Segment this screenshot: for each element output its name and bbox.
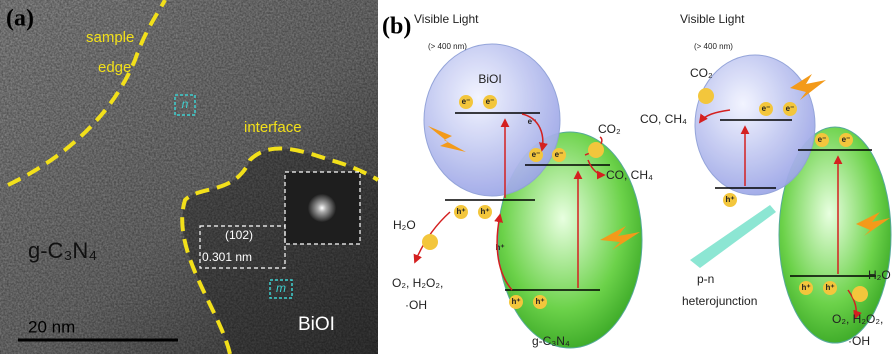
junction-arrow — [690, 205, 776, 268]
fft-spot — [308, 194, 336, 222]
smiley — [588, 142, 604, 158]
product: O₂, H₂O₂, — [392, 276, 443, 290]
reactant: CO₂ — [690, 66, 713, 80]
hole: h⁺ — [801, 283, 810, 292]
light-label: Visible Light — [680, 12, 745, 26]
smiley — [422, 234, 438, 250]
annotation: interface — [244, 119, 302, 136]
smiley — [698, 88, 714, 104]
junction-label: p-n — [697, 272, 714, 286]
hole: h⁺ — [511, 297, 520, 306]
product: CO, CH₄ — [606, 168, 653, 182]
panel-label: (a) — [6, 6, 34, 32]
product: CO, CH₄ — [640, 112, 687, 126]
product: ·OH — [848, 334, 870, 348]
annotation: sample — [86, 29, 134, 46]
hole: h⁺ — [825, 283, 834, 292]
scale-label: 20 nm — [28, 317, 75, 336]
wavelength-label: (> 400 nm) — [428, 42, 467, 51]
electron: e⁻ — [842, 135, 851, 144]
material-label: g-C₃N₄ — [28, 238, 97, 263]
wavelength-label: (> 400 nm) — [694, 42, 733, 51]
lattice-plane: (102) — [225, 228, 253, 242]
electron: e⁻ — [786, 104, 795, 113]
electron: e⁻ — [462, 97, 471, 106]
hole: h⁺ — [480, 207, 489, 216]
electron: e⁻ — [762, 104, 771, 113]
region-label: n — [182, 97, 189, 111]
electron: e⁻ — [818, 135, 827, 144]
reactant: CO₂ — [598, 122, 621, 136]
electron: e⁻ — [532, 150, 541, 159]
lattice-spacing: 0.301 nm — [202, 250, 252, 264]
panel-a: (a) sample edge interface n m (102) 0.30… — [0, 0, 378, 354]
material-label: BiOI — [298, 314, 335, 335]
electron: e⁻ — [555, 150, 564, 159]
reactant: H₂O — [868, 268, 891, 282]
product: O₂, H₂O₂, — [832, 312, 883, 326]
product: ·OH — [405, 298, 427, 312]
region-label: m — [276, 281, 286, 295]
panel-b: (b) Visible Light (> 400 nm) BiOI e⁻ e⁻ … — [382, 12, 891, 348]
electron: e⁻ — [486, 97, 495, 106]
smiley — [852, 286, 868, 302]
figure: (a) sample edge interface n m (102) 0.30… — [0, 0, 895, 354]
page: {"panel_a": {"label": "(a)", "sample": "… — [0, 0, 895, 354]
light-label: Visible Light — [414, 12, 479, 26]
hole: h⁺ — [456, 207, 465, 216]
bioi-particle — [695, 55, 815, 195]
reactant: H₂O — [393, 218, 416, 232]
material-label: g-C₃N₄ — [532, 334, 570, 348]
junction-label: heterojunction — [682, 294, 757, 308]
hole: h⁺ — [725, 195, 734, 204]
annotation: edge — [98, 59, 131, 76]
panel-label: (b) — [382, 14, 411, 40]
hole: h⁺ — [535, 297, 544, 306]
material-label: BiOI — [478, 72, 501, 86]
bioi-particle — [424, 44, 560, 196]
